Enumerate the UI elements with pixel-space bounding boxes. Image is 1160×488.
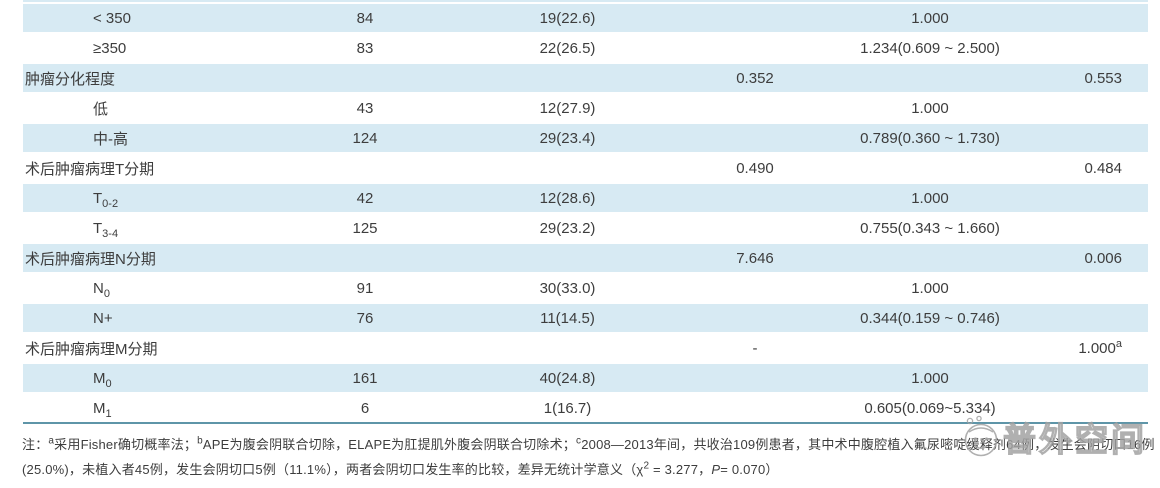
footnote-text: 2 [643,460,650,472]
table-row: T3-4 125 29(23.2) 0.755(0.343 ~ 1.660) [23,212,1148,242]
cell-events: 12(27.9) [539,99,596,117]
row-label: 术后肿瘤病理M分期 [25,340,158,358]
footnote-text: 注： [22,437,49,452]
table-row: 术后肿瘤病理N分期 7.646 0.006 [23,242,1148,272]
cell-events: 12(28.6) [539,189,596,207]
cell-n: 124 [352,129,378,147]
footnote-line-1: 注：a采用Fisher确切概率法；bAPE为腹会阴联合切除，ELAPE为肛提肌外… [22,432,1155,457]
cell-p-value: 0.484 [1084,159,1122,177]
footnote-text: 2008—2013年间，共收治109例患者，其中术中腹腔植入氟尿嘧啶缓释剂64例… [581,437,1155,452]
cell-events: 29(23.2) [539,219,596,237]
table-row: ≥350 83 22(26.5) 1.234(0.609 ~ 2.500) [23,32,1148,62]
table-row: M1 6 1(16.7) 0.605(0.069~5.334) [23,392,1148,422]
table-bottom-rule [23,422,1148,424]
cell-n: 84 [356,9,374,27]
cell-events: 30(33.0) [539,279,596,297]
cell-statistic: 0.490 [736,159,774,177]
table-footnote: 注：a采用Fisher确切概率法；bAPE为腹会阴联合切除，ELAPE为肛提肌外… [22,432,1155,482]
footnote-text: = 0.070） [720,462,779,477]
cell-statistic: - [752,339,758,357]
row-label: 术后肿瘤病理T分期 [25,160,155,178]
cell-events: 19(22.6) [539,9,596,27]
table-row: 术后肿瘤病理M分期 - 1.000a [23,332,1148,362]
footnote-text: c [576,435,582,447]
cell-n: 6 [360,399,370,417]
row-label: 术后肿瘤病理N分期 [25,250,156,268]
cell-statistic: 7.646 [736,249,774,267]
table-row: < 350 84 19(22.6) 1.000 [23,2,1148,32]
row-label: 肿瘤分化程度 [25,70,116,88]
footnote-text: = 3.277， [649,462,712,477]
row-label: M1 [93,399,112,420]
cell-p-value: 1.000a [1078,337,1122,357]
cell-events: 40(24.8) [539,369,596,387]
cell-or-ci: 1.000 [911,369,949,387]
row-label: M0 [93,369,112,390]
row-label: ≥350 [93,39,127,57]
cell-n: 161 [352,369,378,387]
footnote-text: (25.0%)，未植入者45例，发生会阴切口5例（11.1%），两者会阴切口发生… [22,462,644,477]
table-row: 术后肿瘤病理T分期 0.490 0.484 [23,152,1148,182]
table-row: T0-2 42 12(28.6) 1.000 [23,182,1148,212]
cell-statistic: 0.352 [736,69,774,87]
table-row: 肿瘤分化程度 0.352 0.553 [23,62,1148,92]
cell-n: 43 [356,99,374,117]
table-row: 低 43 12(27.9) 1.000 [23,92,1148,122]
table-row: M0 161 40(24.8) 1.000 [23,362,1148,392]
cell-or-ci: 1.000 [911,99,949,117]
cell-or-ci: 0.755(0.343 ~ 1.660) [860,219,1000,237]
footnote-text: a [48,435,55,447]
cell-events: 22(26.5) [539,39,596,57]
cell-or-ci: 0.344(0.159 ~ 0.746) [860,309,1000,327]
cell-or-ci: 1.000 [911,9,949,27]
cell-n: 83 [356,39,374,57]
footnote-text: APE为腹会阴联合切除，ELAPE为肛提肌外腹会阴联合切除术； [202,437,576,452]
cell-or-ci: 0.789(0.360 ~ 1.730) [860,129,1000,147]
cell-events: 29(23.4) [539,129,596,147]
cell-or-ci: 0.605(0.069~5.334) [864,399,996,417]
cell-p-value: 0.553 [1084,69,1122,87]
table-row: 中-高 124 29(23.4) 0.789(0.360 ~ 1.730) [23,122,1148,152]
cell-n: 125 [352,219,378,237]
cell-events: 11(14.5) [540,309,595,327]
cell-n: 76 [356,309,374,327]
row-label: 中-高 [93,130,128,148]
row-label: < 350 [93,9,131,27]
row-label: T3-4 [93,219,119,240]
row-label: T0-2 [93,189,119,210]
cell-or-ci: 1.234(0.609 ~ 2.500) [860,39,1000,57]
footnote-text: P [711,462,721,477]
results-table: < 350 84 19(22.6) 1.000 ≥350 83 22(26.5) 1.234(… [23,0,1148,424]
cell-or-ci: 1.000 [911,279,949,297]
footnote-line-2: (25.0%)，未植入者45例，发生会阴切口5例（11.1%），两者会阴切口发生… [22,457,1152,482]
cell-n: 42 [356,189,374,207]
row-label: N0 [93,279,110,300]
row-label: 低 [93,100,109,118]
table-rows: < 350 84 19(22.6) 1.000 ≥350 83 22(26.5) 1.234(… [23,2,1148,422]
table-top-row-edge [23,0,1148,2]
cell-n: 91 [356,279,374,297]
cell-p-value: 0.006 [1084,249,1122,267]
cell-events: 1(16.7) [543,399,592,417]
table-row: N+ 76 11(14.5) 0.344(0.159 ~ 0.746) [23,302,1148,332]
table-row: N0 91 30(33.0) 1.000 [23,272,1148,302]
row-label: N+ [93,309,113,327]
footnote-text: b [197,435,203,447]
cell-or-ci: 1.000 [911,189,949,207]
footnote-text: 采用Fisher确切概率法； [54,437,198,452]
